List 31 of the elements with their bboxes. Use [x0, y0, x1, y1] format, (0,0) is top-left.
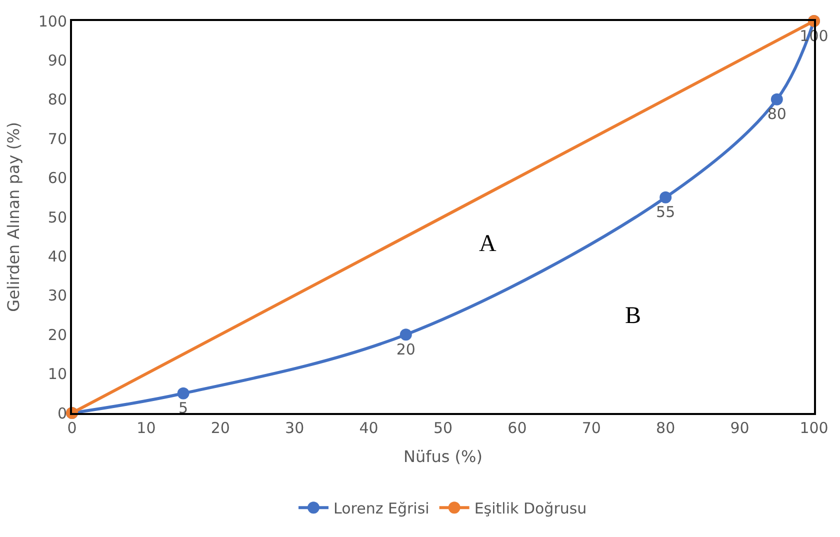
x-tick-label: 20 [210, 419, 230, 437]
y-tick-label: 90 [48, 51, 67, 70]
x-tick-label: 60 [508, 419, 527, 437]
y-tick-label: 50 [48, 208, 67, 226]
y-tick-label: 100 [38, 12, 67, 30]
x-tick-label: 40 [359, 419, 378, 437]
y-tick-label: 80 [48, 90, 67, 109]
x-tick-label: 30 [285, 419, 304, 437]
annotation: B [625, 303, 642, 329]
data-label: 55 [656, 203, 676, 222]
data-label: 80 [767, 105, 786, 124]
x-tick-label: 80 [656, 419, 676, 437]
y-tick-label: 10 [48, 365, 67, 384]
x-tick-label: 50 [433, 419, 453, 437]
y-tick-label: 60 [48, 169, 67, 188]
y-tick-label: 20 [48, 326, 67, 344]
y-tick-label: 40 [48, 247, 67, 266]
x-tick-label: 100 [800, 419, 828, 437]
legend-label: Lorenz Eğrisi [334, 500, 430, 518]
annotation: A [479, 231, 497, 257]
data-label: 20 [396, 340, 416, 358]
x-tick-label: 70 [582, 419, 601, 437]
y-tick-label: 0 [57, 404, 67, 422]
y-tick-label: 70 [48, 130, 67, 148]
legend-label: Eşitlik Doğrusu [474, 500, 587, 518]
x-tick-label: 10 [136, 419, 156, 437]
x-axis-title: Nüfus (%) [404, 447, 482, 466]
x-tick-label: 90 [730, 419, 750, 437]
data-label: 5 [178, 399, 188, 418]
y-axis-title: Gelirden Alınan pay (%) [4, 122, 23, 312]
y-tick-label: 30 [48, 286, 67, 305]
